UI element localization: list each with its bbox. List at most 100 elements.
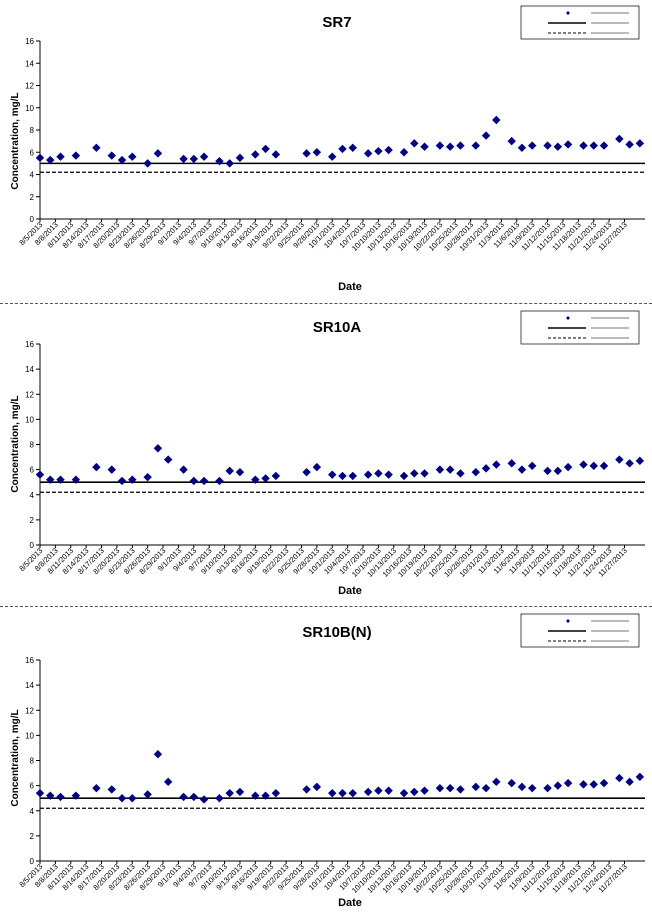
data-point [553, 781, 563, 790]
data-point [589, 780, 598, 789]
data-point [420, 786, 429, 795]
y-tick-label: 16 [25, 37, 34, 46]
data-point [107, 785, 116, 794]
data-point [199, 476, 209, 486]
data-point [599, 461, 609, 471]
data-point [235, 467, 245, 477]
data-point [199, 152, 209, 161]
data-point [163, 455, 173, 464]
data-point [225, 466, 234, 476]
data-point [553, 142, 563, 151]
data-point [117, 476, 127, 486]
data-point [128, 152, 137, 161]
data-point [107, 465, 116, 474]
data-point [46, 155, 55, 165]
data-point [348, 788, 357, 798]
data-point [363, 149, 373, 158]
data-point [235, 153, 245, 163]
data-point [589, 461, 598, 471]
y-tick-label: 14 [25, 59, 34, 68]
y-tick-label: 12 [25, 390, 34, 399]
data-point [35, 788, 45, 798]
data-point [312, 462, 322, 472]
panel-divider [0, 303, 652, 304]
data-point [410, 787, 419, 797]
data-point [71, 475, 81, 484]
data-point [635, 456, 645, 466]
data-point [563, 462, 573, 472]
data-point [338, 144, 347, 154]
data-point [456, 141, 465, 150]
data-point [410, 139, 419, 148]
data-point [615, 134, 624, 144]
data-point [374, 469, 383, 478]
legend-marker [566, 619, 570, 623]
data-point [338, 788, 347, 798]
data-point [374, 146, 383, 156]
chart-title: SR10A [313, 319, 362, 336]
data-point [143, 472, 152, 482]
data-point [179, 792, 188, 802]
legend-marker [566, 11, 570, 15]
y-tick-label: 12 [25, 706, 34, 715]
data-point [435, 465, 445, 474]
y-axis-label: Concentration, mg/L [10, 92, 21, 189]
data-point [225, 159, 234, 168]
data-point [225, 788, 234, 798]
data-point [143, 790, 152, 799]
data-point [615, 455, 624, 464]
data-point [35, 470, 45, 479]
data-point [579, 141, 588, 150]
data-point [215, 793, 224, 803]
data-point [543, 141, 552, 150]
data-point [492, 460, 501, 469]
y-tick-label: 0 [30, 215, 35, 224]
chart-sr10b-n: SR10B(N) Concentration, mg/L Date 0 2 4 6 8 1… [10, 613, 645, 909]
y-tick-label: 8 [30, 441, 35, 450]
chart-sr10a: SR10A Concentration, mg/L Date 0 2 4 6 8 10 12… [10, 310, 645, 597]
data-point [635, 139, 645, 148]
data-point [251, 150, 260, 159]
data-point [312, 148, 322, 157]
data-point [517, 465, 527, 474]
data-point [481, 464, 491, 473]
y-tick-label: 10 [25, 415, 34, 424]
y-tick-label: 10 [25, 104, 34, 113]
chart-title: SR10B(N) [302, 624, 371, 641]
data-point [384, 786, 393, 795]
data-point [251, 475, 260, 484]
data-point [215, 476, 224, 486]
y-tick-label: 8 [30, 757, 35, 766]
data-point [492, 777, 501, 787]
y-tick-label: 0 [30, 857, 35, 866]
data-point [507, 136, 516, 146]
data-point [153, 750, 163, 759]
data-point [563, 140, 573, 149]
y-tick-label: 14 [25, 365, 34, 374]
data-point [625, 459, 634, 468]
data-point [445, 465, 455, 474]
data-point [615, 773, 624, 783]
data-point [348, 143, 357, 152]
y-tick-label: 4 [30, 171, 35, 180]
data-point [528, 783, 537, 793]
data-point [456, 469, 465, 478]
data-point [579, 780, 588, 789]
data-point [445, 783, 455, 793]
data-point [435, 141, 445, 150]
data-point [399, 788, 409, 798]
data-point [363, 470, 373, 479]
data-point [384, 470, 393, 479]
data-point [635, 772, 645, 782]
data-point [528, 141, 537, 150]
data-point [163, 777, 173, 787]
data-point [92, 143, 101, 152]
y-tick-label: 2 [30, 193, 35, 202]
data-point [56, 475, 65, 484]
data-point [302, 467, 311, 477]
data-point [179, 465, 188, 474]
data-point [153, 149, 163, 158]
data-point [271, 788, 281, 798]
data-point [507, 778, 516, 788]
data-point [328, 152, 337, 161]
